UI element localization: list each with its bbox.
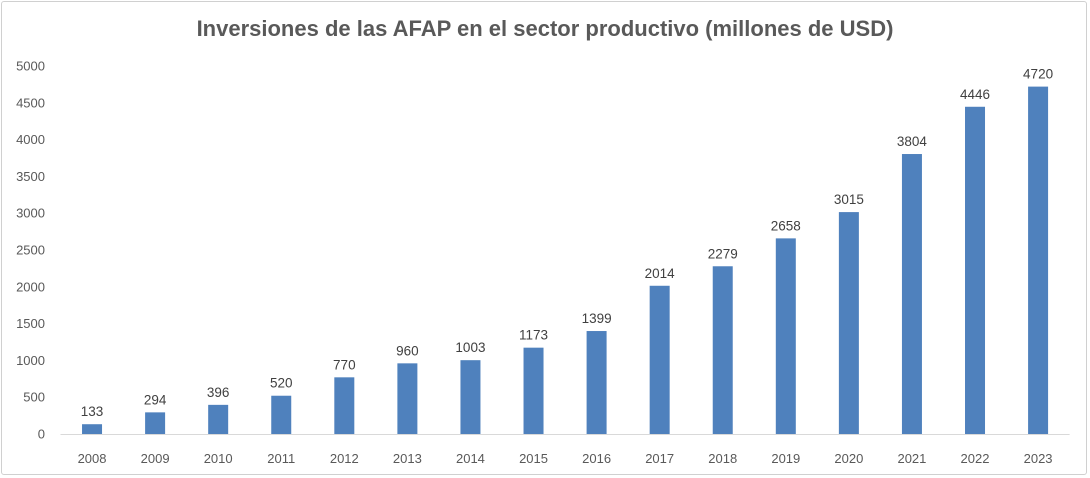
x-tick-label: 2021	[897, 451, 926, 466]
x-tick-label: 2010	[204, 451, 233, 466]
data-label-2015: 1173	[519, 328, 548, 343]
bar-2020	[838, 212, 859, 434]
y-tick-label: 3000	[16, 206, 45, 221]
data-label-2008: 133	[81, 404, 104, 419]
bar-2017	[649, 285, 670, 434]
bar-2014	[460, 360, 481, 434]
x-tick-label: 2023	[1024, 451, 1053, 466]
bar-2009	[145, 412, 166, 434]
data-label-2021: 3804	[897, 134, 928, 149]
bar-2021	[901, 154, 922, 434]
y-tick-label: 4000	[16, 132, 45, 147]
y-tick-label: 3500	[16, 169, 45, 184]
data-label-2017: 2014	[645, 266, 676, 281]
y-tick-label: 500	[23, 390, 45, 405]
y-tick-label: 2500	[16, 243, 45, 258]
y-tick-label: 1000	[16, 353, 45, 368]
y-tick-label: 5000	[16, 59, 45, 74]
x-tick-label: 2014	[456, 451, 485, 466]
bar-2008	[82, 424, 103, 434]
data-label-2011: 520	[270, 376, 293, 391]
bar-2013	[397, 363, 418, 434]
chart-title: Inversiones de las AFAP en el sector pro…	[196, 16, 894, 41]
bar-2023	[1028, 86, 1049, 434]
bar-2016	[586, 331, 607, 434]
x-tick-label: 2019	[771, 451, 800, 466]
data-label-2010: 396	[207, 385, 230, 400]
data-label-2009: 294	[144, 392, 167, 407]
bar-2011	[271, 395, 292, 434]
bar-2018	[712, 266, 733, 434]
bar-2012	[334, 377, 355, 434]
x-tick-label: 2009	[141, 451, 170, 466]
y-tick-label: 2000	[16, 279, 45, 294]
x-tick-label: 2011	[267, 451, 295, 466]
x-tick-label: 2013	[393, 451, 422, 466]
bar-2019	[775, 238, 796, 434]
data-label-2014: 1003	[455, 340, 485, 355]
bar-2010	[208, 404, 229, 434]
data-label-2023: 4720	[1023, 67, 1053, 82]
data-label-2013: 960	[396, 343, 419, 358]
data-label-2020: 3015	[834, 192, 864, 207]
x-tick-label: 2008	[78, 451, 107, 466]
x-tick-label: 2016	[582, 451, 611, 466]
y-tick-label: 1500	[16, 316, 45, 331]
x-tick-label: 2018	[708, 451, 737, 466]
y-tick-label: 4500	[16, 95, 45, 110]
x-tick-label: 2012	[330, 451, 359, 466]
data-label-2016: 1399	[582, 311, 612, 326]
bar-2015	[523, 347, 544, 434]
data-label-2019: 2658	[771, 218, 801, 233]
data-label-2012: 770	[333, 357, 356, 372]
x-tick-label: 2017	[645, 451, 674, 466]
data-label-2022: 4446	[960, 87, 990, 102]
x-tick-label: 2022	[961, 451, 990, 466]
data-label-2018: 2279	[708, 246, 738, 261]
y-tick-label: 0	[38, 427, 45, 442]
bar-2022	[965, 106, 986, 434]
x-tick-label: 2015	[519, 451, 548, 466]
x-tick-label: 2020	[834, 451, 863, 466]
